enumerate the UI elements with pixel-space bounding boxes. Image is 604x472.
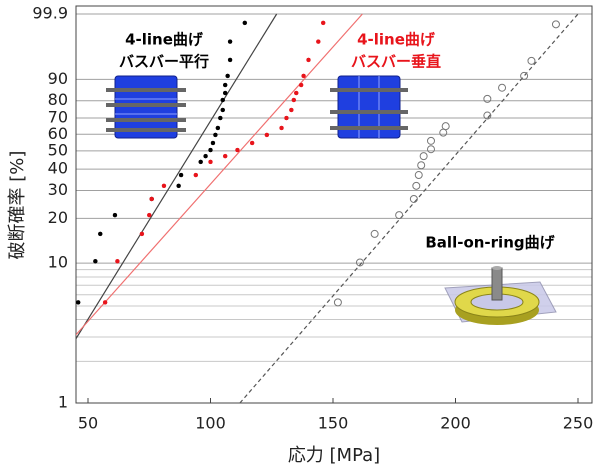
data-point <box>193 172 199 178</box>
data-point <box>441 122 450 131</box>
data-point <box>414 171 423 180</box>
data-point <box>520 71 529 80</box>
icon-perpendicular <box>330 75 408 139</box>
data-point <box>210 140 216 146</box>
data-point <box>439 128 448 137</box>
annotation: バスバー垂直 <box>351 53 441 71</box>
data-point <box>225 73 230 79</box>
icon-parallel <box>106 75 186 139</box>
data-point <box>147 212 152 218</box>
data-point <box>208 159 213 165</box>
annotation: 4-line曲げ <box>357 31 436 49</box>
data-point <box>222 82 228 88</box>
data-point <box>235 147 240 153</box>
data-point <box>178 172 184 178</box>
data-point <box>102 300 108 305</box>
data-point <box>264 132 270 138</box>
fit-line <box>76 13 363 336</box>
data-point <box>222 153 228 159</box>
data-point <box>409 194 418 203</box>
fit-line <box>76 13 278 340</box>
data-point <box>291 97 297 103</box>
y-tick-label: 40 <box>48 159 68 178</box>
marks <box>76 13 579 403</box>
data-point <box>213 132 218 138</box>
data-point <box>427 145 435 154</box>
data-point <box>220 97 225 103</box>
data-point <box>412 181 421 190</box>
data-point <box>161 183 167 189</box>
data-point <box>176 183 181 189</box>
data-point <box>242 20 248 26</box>
data-point <box>208 147 213 153</box>
data-point <box>320 20 326 26</box>
data-point <box>527 56 536 65</box>
x-tick-label: 100 <box>195 414 226 433</box>
plot-frame <box>75 5 593 404</box>
data-point <box>249 140 255 146</box>
data-point <box>222 90 228 96</box>
x-tick-label: 200 <box>440 414 471 433</box>
data-point <box>112 212 118 218</box>
data-point <box>419 152 428 161</box>
data-point <box>294 90 299 96</box>
annotation: Ball-on-ring曲げ <box>425 234 555 252</box>
data-point <box>284 115 289 121</box>
grid <box>76 13 592 404</box>
data-point <box>76 300 81 305</box>
x-axis-label: 応力 [MPa] <box>288 445 380 466</box>
data-point <box>355 258 364 267</box>
y-tick-label: 10 <box>48 253 68 272</box>
data-point <box>316 39 321 44</box>
data-point <box>220 107 225 113</box>
data-point <box>227 39 233 44</box>
data-point <box>483 111 492 120</box>
fit-line <box>239 13 579 403</box>
data-point <box>289 107 294 113</box>
data-point <box>306 57 311 63</box>
y-axis-label: 破断確率 [%] <box>7 151 28 260</box>
data-point <box>115 258 120 264</box>
x-tick-label: 50 <box>78 414 98 433</box>
y-tick-label: 50 <box>48 140 68 159</box>
data-point <box>427 136 435 145</box>
data-point <box>227 57 233 63</box>
data-point <box>279 125 284 131</box>
annotation: 4-line曲げ <box>125 31 204 49</box>
data-point <box>139 231 145 237</box>
x-tick-label: 250 <box>563 414 594 433</box>
y-tick-label: 1 <box>58 393 68 412</box>
data-point <box>498 83 507 92</box>
y-tick-label: 20 <box>48 208 68 227</box>
data-point <box>298 82 304 88</box>
data-point <box>93 258 98 264</box>
data-point <box>215 125 221 131</box>
icon-ball-on-ring <box>444 266 557 325</box>
data-point <box>333 298 342 307</box>
data-point <box>218 115 223 121</box>
data-point <box>198 159 203 165</box>
annotation: バスバー平行 <box>119 53 209 71</box>
data-point <box>483 94 492 103</box>
y-tick-label: 30 <box>48 180 68 199</box>
y-tick-label: 90 <box>48 69 68 88</box>
data-point <box>417 161 426 170</box>
y-tick-label: 80 <box>48 90 68 109</box>
x-tick-label: 150 <box>318 414 349 433</box>
data-point <box>203 153 208 159</box>
data-point <box>301 73 306 79</box>
data-point <box>551 20 560 29</box>
y-tick-label: 99.9 <box>32 4 68 23</box>
y-tick-label: 60 <box>48 124 68 143</box>
data-point <box>149 196 154 202</box>
data-point <box>395 211 404 220</box>
y-tick-label: 70 <box>48 108 68 127</box>
data-point <box>98 231 103 237</box>
data-point <box>370 229 379 238</box>
